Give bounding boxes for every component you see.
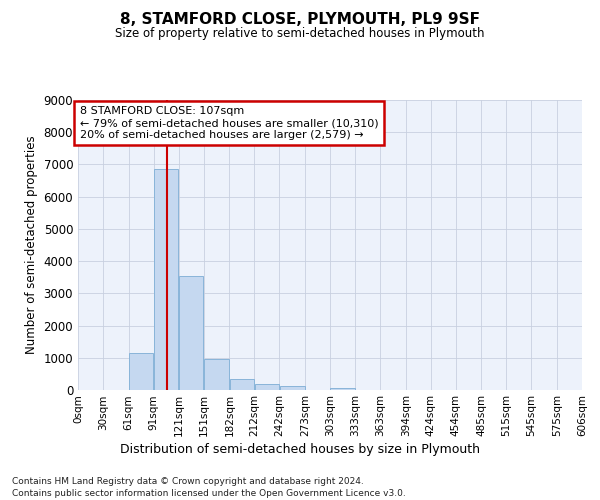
Bar: [129, 353, 154, 390]
Text: Distribution of semi-detached houses by size in Plymouth: Distribution of semi-detached houses by …: [120, 442, 480, 456]
Text: Size of property relative to semi-detached houses in Plymouth: Size of property relative to semi-detach…: [115, 28, 485, 40]
Text: Contains HM Land Registry data © Crown copyright and database right 2024.: Contains HM Land Registry data © Crown c…: [12, 478, 364, 486]
Text: Contains public sector information licensed under the Open Government Licence v3: Contains public sector information licen…: [12, 489, 406, 498]
Bar: [254, 384, 279, 390]
Bar: [204, 360, 229, 390]
Text: 8, STAMFORD CLOSE, PLYMOUTH, PL9 9SF: 8, STAMFORD CLOSE, PLYMOUTH, PL9 9SF: [120, 12, 480, 28]
Bar: [154, 170, 178, 390]
Y-axis label: Number of semi-detached properties: Number of semi-detached properties: [25, 136, 38, 354]
Bar: [230, 378, 254, 390]
Bar: [179, 276, 203, 390]
Text: 8 STAMFORD CLOSE: 107sqm
← 79% of semi-detached houses are smaller (10,310)
20% : 8 STAMFORD CLOSE: 107sqm ← 79% of semi-d…: [80, 106, 378, 140]
Bar: [280, 386, 305, 390]
Bar: [330, 388, 355, 390]
